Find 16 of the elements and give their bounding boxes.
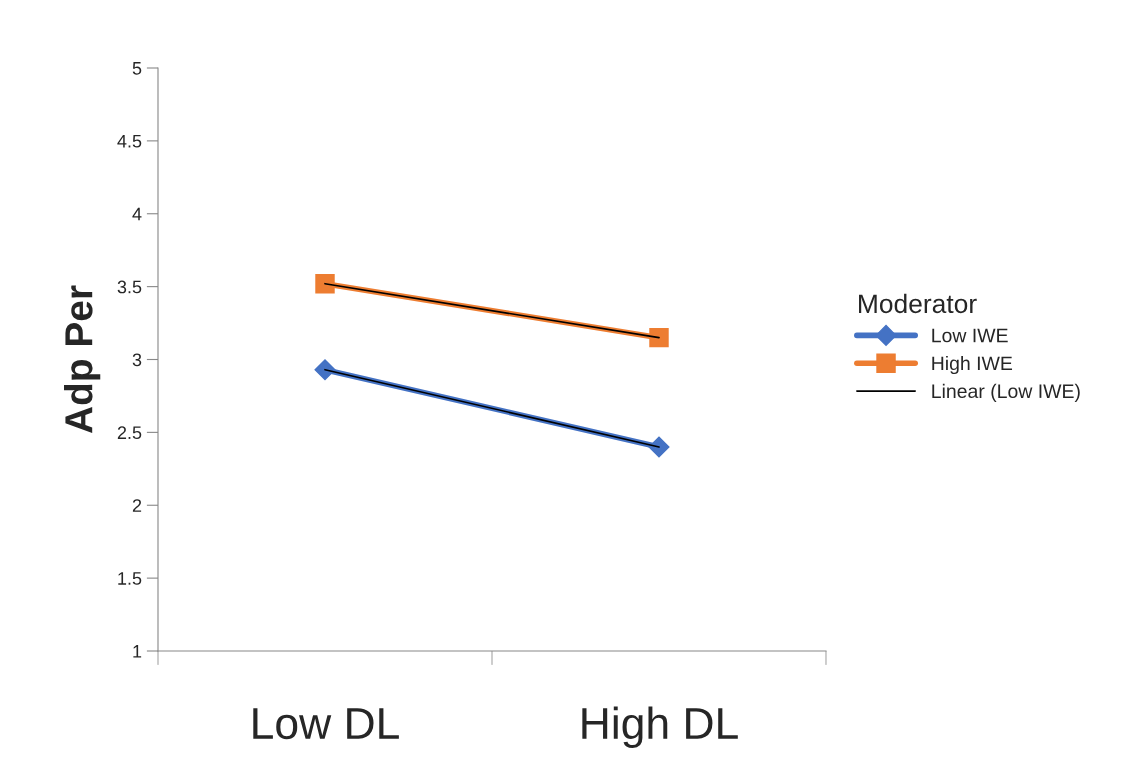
legend-title: Moderator — [859, 293, 977, 314]
y-axis-title: Adp Per — [64, 285, 101, 434]
legend-label: Linear (Low IWE) — [932, 383, 1080, 402]
y-tick-label: 1 — [133, 645, 142, 658]
y-tick-label: 1.5 — [118, 572, 142, 585]
y-tick-label: 4.5 — [117, 135, 142, 148]
y-tick-label: 3.5 — [117, 280, 142, 294]
x-tick-label: High DL — [582, 706, 738, 748]
legend-label: High IWE — [932, 355, 1013, 375]
legend-label: Low IWE — [932, 328, 1008, 343]
y-tick-label: 2.5 — [117, 426, 142, 440]
y-tick-label: 2 — [132, 499, 142, 512]
y-tick-label: 5 — [132, 62, 142, 75]
y-tick-label: 3 — [132, 353, 142, 367]
x-tick-label: Low DL — [253, 708, 399, 740]
y-tick-label: 4 — [132, 207, 142, 221]
